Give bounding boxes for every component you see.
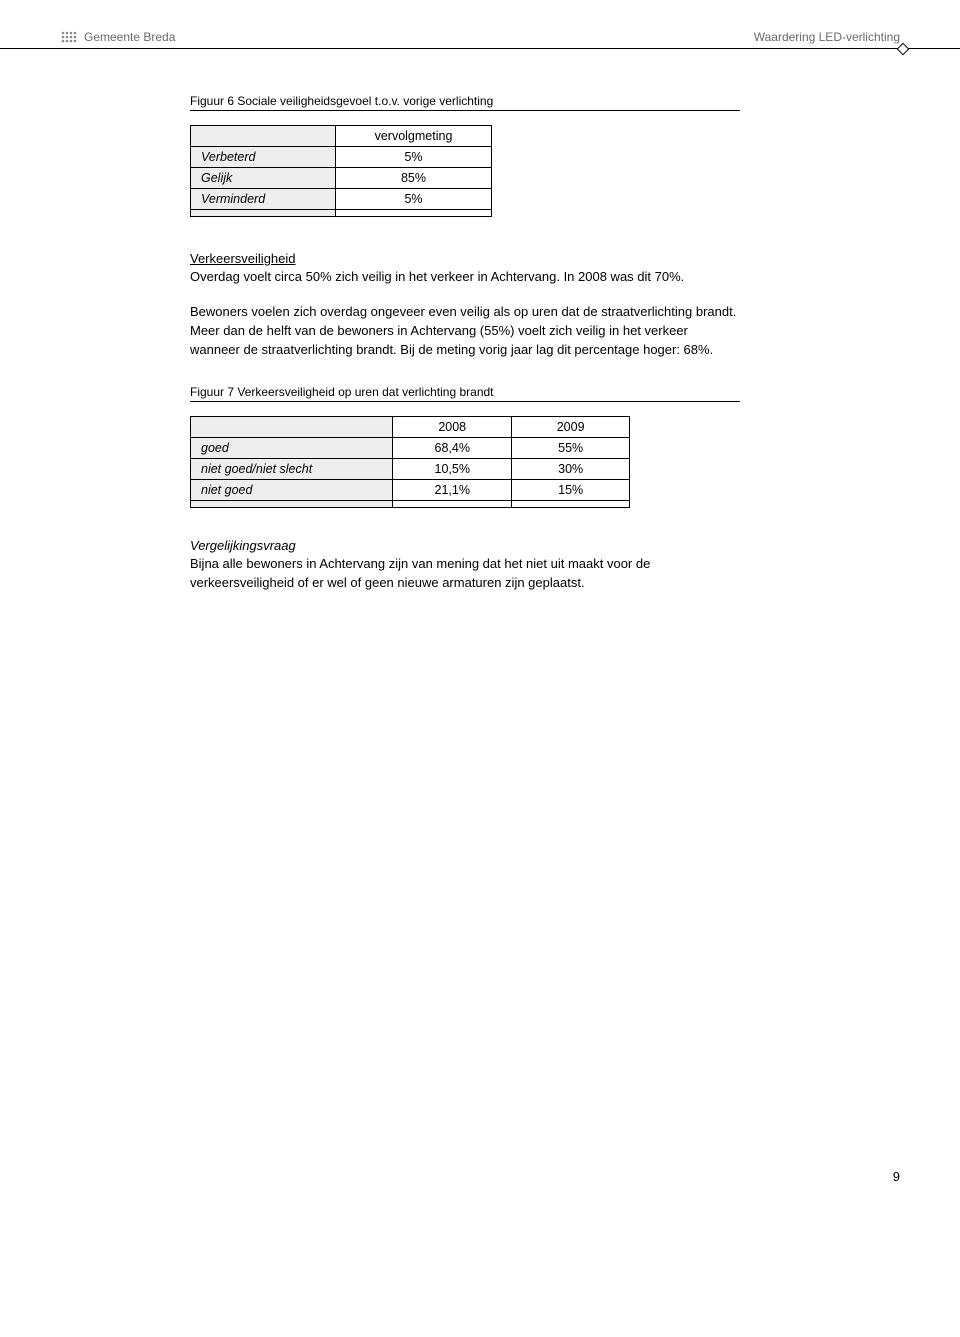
table-cell-empty [191, 126, 336, 147]
figure7-title: Figuur 7 Verkeersveiligheid op uren dat … [190, 385, 740, 399]
diamond-marker-icon [894, 40, 912, 58]
table-cell: 68,4% [393, 438, 512, 459]
table-header: 2008 [393, 417, 512, 438]
header-left: Gemeente Breda [60, 30, 175, 44]
table-cell: 55% [512, 438, 630, 459]
table-row-label: Gelijk [191, 168, 336, 189]
page-header: Gemeente Breda Waardering LED-verlichtin… [0, 0, 960, 49]
content: Figuur 6 Sociale veiligheidsgevoel t.o.v… [0, 58, 800, 593]
table-cell: 85% [336, 168, 492, 189]
divider [190, 401, 740, 402]
table-row-label: niet goed/niet slecht [191, 459, 393, 480]
table-header: vervolgmeting [336, 126, 492, 147]
table-spacer [393, 501, 512, 508]
section-heading: Verkeersveiligheid [190, 251, 740, 266]
header-org: Gemeente Breda [84, 30, 175, 44]
table-row-label: niet goed [191, 480, 393, 501]
paragraph: Bijna alle bewoners in Achtervang zijn v… [190, 555, 740, 593]
table-spacer [191, 210, 336, 217]
figure7-table: 2008 2009 goed 68,4% 55% niet goed/niet … [190, 416, 630, 508]
table-spacer [512, 501, 630, 508]
table-row-label: Verbeterd [191, 147, 336, 168]
table-cell: 21,1% [393, 480, 512, 501]
table-cell: 5% [336, 189, 492, 210]
table-spacer [336, 210, 492, 217]
comparison-heading: Vergelijkingsvraag [190, 538, 740, 553]
logo-icon [60, 30, 78, 44]
table-cell: 10,5% [393, 459, 512, 480]
table-cell: 15% [512, 480, 630, 501]
header-doc-title: Waardering LED-verlichting [754, 30, 900, 44]
table-cell: 5% [336, 147, 492, 168]
table-spacer [191, 501, 393, 508]
table-row-label: Verminderd [191, 189, 336, 210]
divider [190, 110, 740, 111]
paragraph: Overdag voelt circa 50% zich veilig in h… [190, 268, 740, 287]
page-number: 9 [0, 609, 960, 1214]
table-row-label: goed [191, 438, 393, 459]
table-cell: 30% [512, 459, 630, 480]
table-header: 2009 [512, 417, 630, 438]
paragraph: Bewoners voelen zich overdag ongeveer ev… [190, 303, 740, 360]
table-cell-empty [191, 417, 393, 438]
figure6-table: vervolgmeting Verbeterd 5% Gelijk 85% Ve… [190, 125, 492, 217]
figure6-title: Figuur 6 Sociale veiligheidsgevoel t.o.v… [190, 94, 740, 108]
